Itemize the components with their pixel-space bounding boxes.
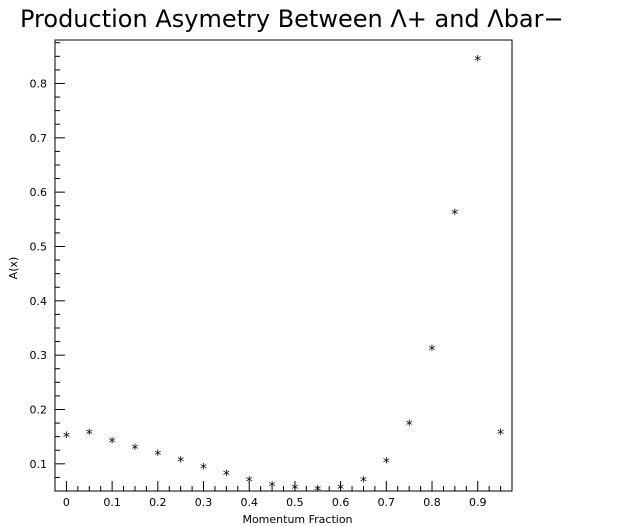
data-point: *: [222, 468, 230, 484]
x-axis-label: Momentum Fraction: [242, 513, 352, 526]
x-tick-label: 0.9: [469, 496, 487, 509]
data-point: *: [291, 482, 299, 498]
data-point: *: [336, 482, 344, 498]
data-point: *: [108, 435, 116, 451]
data-point: *: [428, 343, 436, 359]
data-point: *: [359, 475, 367, 491]
y-tick-label: 0.2: [30, 403, 48, 416]
data-point: *: [474, 53, 482, 69]
x-tick-label: 0: [63, 496, 70, 509]
y-tick-label: 0.8: [30, 77, 48, 90]
data-point: *: [314, 484, 322, 500]
data-point: *: [176, 454, 184, 470]
data-point: *: [85, 427, 93, 443]
data-point: *: [405, 418, 413, 434]
x-tick-label: 0.3: [195, 496, 213, 509]
chart-title: Production Asymetry Between Λ+ and Λbar−: [20, 5, 564, 33]
y-tick-label: 0.6: [30, 186, 48, 199]
y-tick-label: 0.4: [30, 295, 48, 308]
y-tick-label: 0.1: [30, 458, 48, 471]
data-point: *: [496, 427, 504, 443]
x-tick-label: 0.8: [423, 496, 441, 509]
x-tick-label: 0.2: [149, 496, 167, 509]
y-axis-label: A(x): [7, 257, 20, 280]
data-point: *: [199, 461, 207, 477]
x-tick-label: 0.5: [286, 496, 304, 509]
data-point: *: [131, 442, 139, 458]
data-point: *: [154, 448, 162, 464]
data-point: *: [451, 207, 459, 223]
data-point: *: [62, 430, 70, 446]
x-tick-label: 0.7: [378, 496, 396, 509]
y-tick-label: 0.3: [30, 349, 48, 362]
plot-area-frame: [54, 39, 513, 492]
x-axis: 0 0.1 0.2 0.3 0.4 0.5 0.6 0.7 0.8 0.9: [63, 481, 502, 509]
y-axis: 0.1 0.2 0.3 0.4 0.5 0.6 0.7 0.8: [30, 42, 65, 492]
x-tick-label: 0.6: [332, 496, 350, 509]
data-point: *: [268, 479, 276, 495]
y-tick-label: 0.7: [30, 132, 48, 145]
y-tick-label: 0.5: [30, 240, 48, 253]
data-series: * * * * * * * * * * * * * * * * * * * *: [62, 53, 505, 499]
data-point: *: [245, 475, 253, 491]
data-point: *: [382, 455, 390, 471]
x-tick-label: 0.1: [103, 496, 121, 509]
x-tick-label: 0.4: [240, 496, 258, 509]
